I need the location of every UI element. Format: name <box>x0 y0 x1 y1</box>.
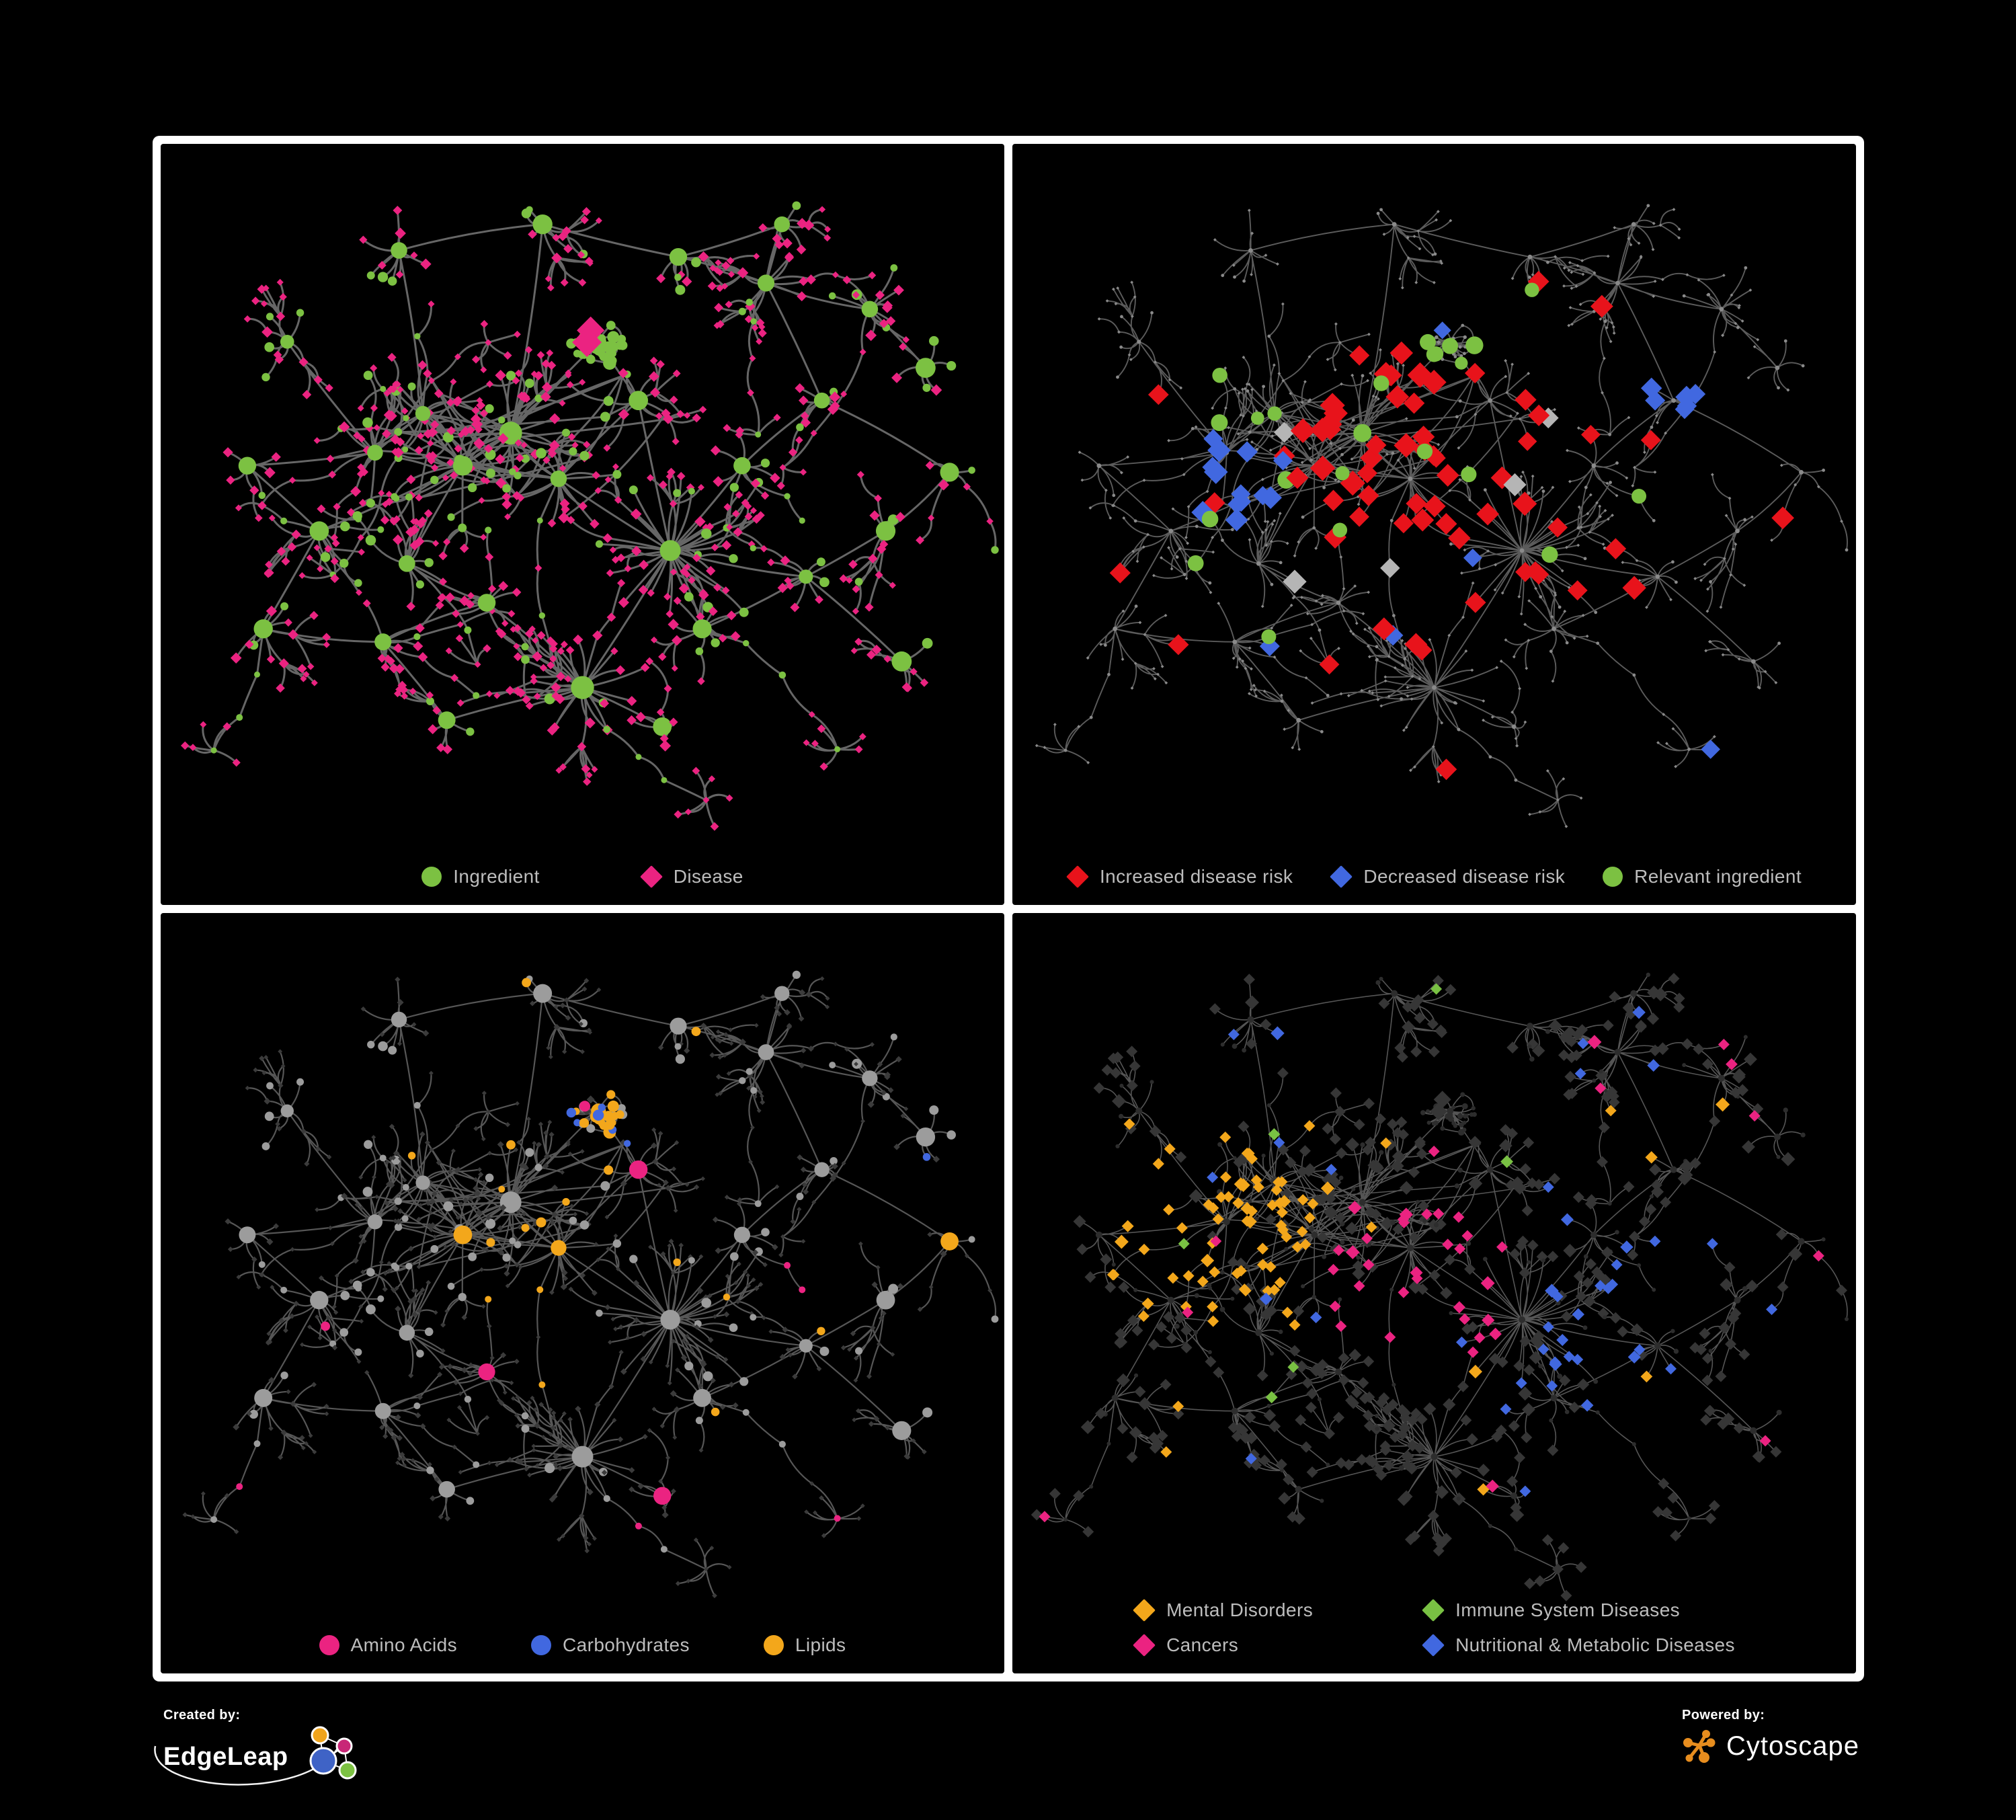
increased-risk-marker-icon <box>1066 865 1089 888</box>
relevant-ingredient-marker-icon <box>1603 866 1623 887</box>
decreased-risk-marker-icon <box>1330 865 1353 888</box>
panel-disease-risk: Increased disease risk Decreased disease… <box>1012 144 1856 905</box>
legend-label: Disease <box>673 865 743 887</box>
mental-disorders-marker-icon <box>1133 1599 1156 1622</box>
panel-grid-frame: Ingredient Disease Increased disease ris… <box>153 136 1864 1681</box>
powered-by-label: Powered by: <box>1682 1708 1765 1723</box>
legend-item-cancers: Cancers <box>1133 1634 1422 1657</box>
network-ingredient-disease <box>180 201 999 831</box>
legend-item-ingredient: Ingredient <box>421 866 540 887</box>
legend-item-disease: Disease <box>639 865 743 888</box>
legend-item-mental-disorders: Mental Disorders <box>1133 1599 1422 1622</box>
network-disease-classes <box>1031 972 1849 1601</box>
legend-item-decreased-risk: Decreased disease risk <box>1330 865 1566 888</box>
network-nutrient-classes <box>182 970 999 1598</box>
created-by-label: Created by: <box>163 1708 241 1723</box>
legend-label: Decreased disease risk <box>1363 865 1566 887</box>
legend-label: Relevant ingredient <box>1634 865 1802 887</box>
legend-label: Mental Disorders <box>1166 1599 1314 1620</box>
legend-label: Immune System Diseases <box>1455 1599 1681 1620</box>
network-disease-risk <box>1035 204 1849 828</box>
legend-label: Increased disease risk <box>1099 865 1293 887</box>
legend-label: Nutritional & Metabolic Diseases <box>1455 1634 1735 1655</box>
panel-disease-classes: Mental Disorders Immune System Diseases … <box>1012 912 1856 1673</box>
ingredient-marker-icon <box>421 866 442 887</box>
legend-ingredient-disease: Ingredient Disease <box>161 865 1004 888</box>
footer-created-by: Created by: EdgeLeap <box>154 1708 358 1786</box>
amino-acids-marker-icon <box>319 1635 339 1655</box>
legend-item-increased-risk: Increased disease risk <box>1066 865 1293 888</box>
cytoscape-logo-icon <box>1683 1730 1716 1763</box>
edgeleap-logo-icon <box>154 1726 357 1786</box>
immune-system-marker-icon <box>1422 1599 1445 1622</box>
legend-label: Lipids <box>795 1634 846 1655</box>
panel-ingredient-disease: Ingredient Disease <box>161 144 1004 905</box>
carbohydrates-marker-icon <box>531 1635 552 1655</box>
legend-item-carbohydrates: Carbohydrates <box>531 1634 690 1656</box>
legend-disease-classes: Mental Disorders Immune System Diseases … <box>1122 1599 1747 1657</box>
nutritional-metabolic-marker-icon <box>1422 1634 1445 1657</box>
legend-nutrient-classes: Amino Acids Carbohydrates Lipids <box>161 1634 1004 1656</box>
legend-label: Amino Acids <box>350 1634 458 1655</box>
legend-item-lipids: Lipids <box>763 1634 846 1656</box>
cytoscape-brand-text: Cytoscape <box>1726 1731 1859 1761</box>
legend-label: Cancers <box>1166 1634 1239 1655</box>
legend-label: Ingredient <box>453 865 540 887</box>
disease-marker-icon <box>639 865 663 888</box>
legend-item-immune-system-diseases: Immune System Diseases <box>1422 1599 1735 1622</box>
legend-item-nutritional-metabolic: Nutritional & Metabolic Diseases <box>1422 1634 1735 1657</box>
legend-disease-risk: Increased disease risk Decreased disease… <box>1012 865 1856 888</box>
legend-item-amino-acids: Amino Acids <box>319 1634 457 1656</box>
footer-powered-by: Powered by: Cytoscape <box>1682 1708 1859 1764</box>
edgeleap-brand-text: EdgeLeap <box>163 1742 288 1771</box>
lipids-marker-icon <box>763 1635 784 1655</box>
cancers-marker-icon <box>1133 1634 1156 1657</box>
panel-nutrient-classes: Amino Acids Carbohydrates Lipids <box>161 912 1004 1673</box>
legend-item-relevant-ingredient: Relevant ingredient <box>1603 866 1802 887</box>
legend-label: Carbohydrates <box>563 1634 690 1655</box>
